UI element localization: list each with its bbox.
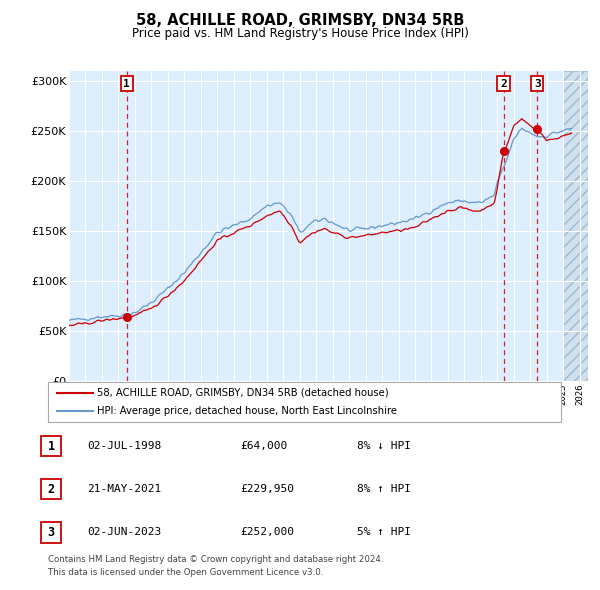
Text: This data is licensed under the Open Government Licence v3.0.: This data is licensed under the Open Gov… — [48, 568, 323, 577]
Text: 58, ACHILLE ROAD, GRIMSBY, DN34 5RB: 58, ACHILLE ROAD, GRIMSBY, DN34 5RB — [136, 13, 464, 28]
Text: 8% ↑ HPI: 8% ↑ HPI — [357, 484, 411, 494]
Text: 1: 1 — [123, 78, 130, 88]
Text: 8% ↓ HPI: 8% ↓ HPI — [357, 441, 411, 451]
Text: 2: 2 — [500, 78, 507, 88]
Text: 3: 3 — [47, 526, 55, 539]
Text: 1: 1 — [47, 440, 55, 453]
Text: 02-JUL-1998: 02-JUL-1998 — [87, 441, 161, 451]
Text: £252,000: £252,000 — [240, 527, 294, 537]
Text: 5% ↑ HPI: 5% ↑ HPI — [357, 527, 411, 537]
Bar — [563, 71, 588, 381]
Text: £229,950: £229,950 — [240, 484, 294, 494]
Text: 58, ACHILLE ROAD, GRIMSBY, DN34 5RB (detached house): 58, ACHILLE ROAD, GRIMSBY, DN34 5RB (det… — [97, 388, 389, 398]
Bar — [563, 71, 588, 381]
Text: Contains HM Land Registry data © Crown copyright and database right 2024.: Contains HM Land Registry data © Crown c… — [48, 555, 383, 564]
Text: 02-JUN-2023: 02-JUN-2023 — [87, 527, 161, 537]
Text: £64,000: £64,000 — [240, 441, 287, 451]
Text: Price paid vs. HM Land Registry's House Price Index (HPI): Price paid vs. HM Land Registry's House … — [131, 27, 469, 40]
Text: 3: 3 — [534, 78, 541, 88]
Text: 21-MAY-2021: 21-MAY-2021 — [87, 484, 161, 494]
Text: 2: 2 — [47, 483, 55, 496]
Text: HPI: Average price, detached house, North East Lincolnshire: HPI: Average price, detached house, Nort… — [97, 405, 397, 415]
